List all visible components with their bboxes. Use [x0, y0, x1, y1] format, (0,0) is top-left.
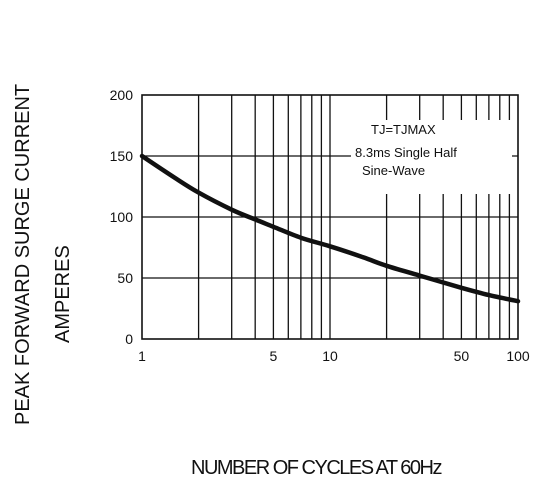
- y-tick-label: 100: [110, 209, 134, 225]
- x-axis-title: NUMBER OF CYCLES AT 60Hz: [191, 457, 441, 477]
- x-tick-label: 5: [270, 348, 278, 364]
- y-tick-label: 0: [125, 331, 133, 347]
- y-axis-title-line-2: AMPERES: [52, 245, 74, 343]
- y-tick-label: 50: [117, 270, 133, 286]
- x-tick-label: 1: [138, 348, 146, 364]
- plot-frame: [141, 94, 519, 340]
- annotation-line-1: TJ=TJMAX: [371, 122, 436, 137]
- x-tick-labels: 1 5 10 50 100: [138, 348, 530, 364]
- x-tick-label: 100: [506, 348, 530, 364]
- series-line: [139, 153, 521, 304]
- y-axis-title: PEAK FORWARD SURGE CURRENT AMPERES: [12, 84, 74, 425]
- annotation-box: [351, 120, 512, 194]
- y-axis-title-line-1: PEAK FORWARD SURGE CURRENT: [12, 84, 34, 425]
- y-tick-labels: 0 50 100 150 200: [110, 87, 134, 347]
- x-tick-label: 50: [454, 348, 470, 364]
- y-tick-label: 150: [110, 148, 134, 164]
- annotation-line-3: Sine-Wave: [362, 163, 425, 178]
- annotation-line-2: 8.3ms Single Half: [355, 145, 457, 160]
- x-tick-label: 10: [322, 348, 338, 364]
- y-tick-label: 200: [110, 87, 134, 103]
- annotation: TJ=TJMAX 8.3ms Single Half Sine-Wave: [355, 122, 457, 178]
